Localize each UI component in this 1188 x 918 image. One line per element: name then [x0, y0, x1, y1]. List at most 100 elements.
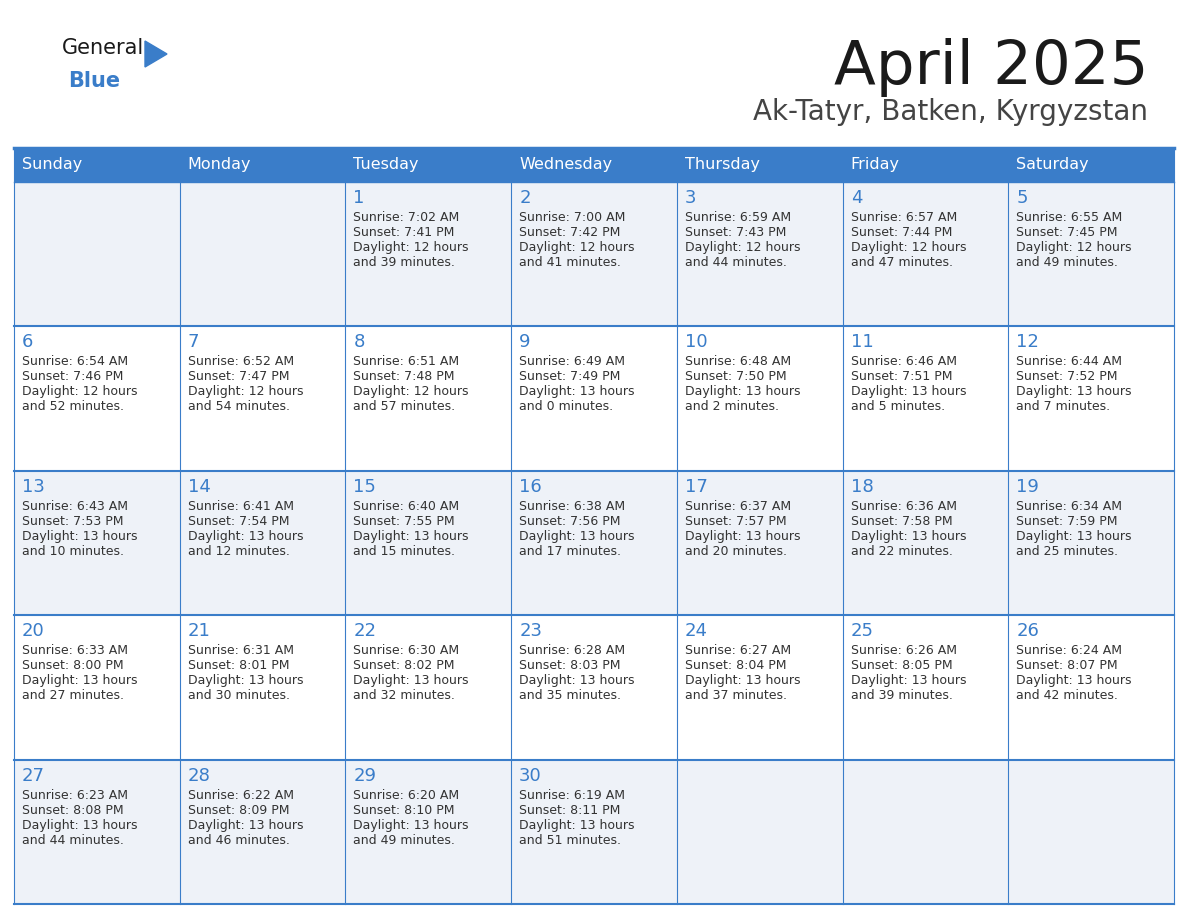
Text: and 44 minutes.: and 44 minutes.: [684, 256, 786, 269]
Text: Sunset: 7:49 PM: Sunset: 7:49 PM: [519, 370, 620, 384]
Text: 19: 19: [1016, 477, 1040, 496]
Bar: [14, 759, 1174, 904]
Text: 5: 5: [1016, 189, 1028, 207]
Text: Daylight: 13 hours: Daylight: 13 hours: [519, 386, 634, 398]
Text: Daylight: 12 hours: Daylight: 12 hours: [23, 386, 138, 398]
Bar: [14, 327, 1174, 471]
Text: Sunset: 7:44 PM: Sunset: 7:44 PM: [851, 226, 952, 239]
Text: Daylight: 13 hours: Daylight: 13 hours: [188, 819, 303, 832]
Text: and 54 minutes.: and 54 minutes.: [188, 400, 290, 413]
Text: Sunset: 8:00 PM: Sunset: 8:00 PM: [23, 659, 124, 672]
Text: and 32 minutes.: and 32 minutes.: [353, 689, 455, 702]
Text: Sunset: 8:03 PM: Sunset: 8:03 PM: [519, 659, 620, 672]
Text: 16: 16: [519, 477, 542, 496]
Text: Daylight: 12 hours: Daylight: 12 hours: [519, 241, 634, 254]
Text: and 5 minutes.: and 5 minutes.: [851, 400, 944, 413]
Text: Sunset: 7:57 PM: Sunset: 7:57 PM: [684, 515, 786, 528]
Text: and 2 minutes.: and 2 minutes.: [684, 400, 779, 413]
Text: Daylight: 12 hours: Daylight: 12 hours: [353, 241, 469, 254]
Text: and 25 minutes.: and 25 minutes.: [1016, 544, 1118, 558]
Text: and 42 minutes.: and 42 minutes.: [1016, 689, 1118, 702]
Text: Saturday: Saturday: [1016, 158, 1089, 173]
Text: Daylight: 13 hours: Daylight: 13 hours: [23, 819, 138, 832]
Text: and 35 minutes.: and 35 minutes.: [519, 689, 621, 702]
Text: 7: 7: [188, 333, 200, 352]
Text: and 12 minutes.: and 12 minutes.: [188, 544, 290, 558]
Text: Sunrise: 7:00 AM: Sunrise: 7:00 AM: [519, 211, 626, 224]
Text: and 49 minutes.: and 49 minutes.: [353, 834, 455, 846]
Text: Sunrise: 6:51 AM: Sunrise: 6:51 AM: [353, 355, 460, 368]
Text: Sunrise: 6:38 AM: Sunrise: 6:38 AM: [519, 499, 625, 513]
Text: Sunset: 7:45 PM: Sunset: 7:45 PM: [1016, 226, 1118, 239]
Text: Sunrise: 6:33 AM: Sunrise: 6:33 AM: [23, 644, 128, 657]
Text: Sunrise: 6:57 AM: Sunrise: 6:57 AM: [851, 211, 956, 224]
Text: Daylight: 13 hours: Daylight: 13 hours: [684, 674, 801, 688]
Text: Sunrise: 6:46 AM: Sunrise: 6:46 AM: [851, 355, 956, 368]
Text: Sunrise: 6:23 AM: Sunrise: 6:23 AM: [23, 789, 128, 801]
Text: 12: 12: [1016, 333, 1040, 352]
Text: and 49 minutes.: and 49 minutes.: [1016, 256, 1118, 269]
Text: and 22 minutes.: and 22 minutes.: [851, 544, 953, 558]
Text: Daylight: 13 hours: Daylight: 13 hours: [851, 674, 966, 688]
Text: Monday: Monday: [188, 158, 251, 173]
Bar: [14, 182, 1174, 327]
Text: Sunrise: 6:36 AM: Sunrise: 6:36 AM: [851, 499, 956, 513]
Text: Sunrise: 6:28 AM: Sunrise: 6:28 AM: [519, 644, 625, 657]
Text: 3: 3: [684, 189, 696, 207]
Text: 17: 17: [684, 477, 708, 496]
Text: Sunrise: 6:24 AM: Sunrise: 6:24 AM: [1016, 644, 1123, 657]
Text: Daylight: 13 hours: Daylight: 13 hours: [684, 386, 801, 398]
Text: Sunset: 7:56 PM: Sunset: 7:56 PM: [519, 515, 620, 528]
Text: 6: 6: [23, 333, 33, 352]
Text: 15: 15: [353, 477, 377, 496]
Text: 27: 27: [23, 767, 45, 785]
Text: 1: 1: [353, 189, 365, 207]
Bar: [14, 615, 1174, 759]
Text: Wednesday: Wednesday: [519, 158, 612, 173]
Text: 25: 25: [851, 622, 873, 640]
Text: and 44 minutes.: and 44 minutes.: [23, 834, 124, 846]
Text: Sunset: 8:04 PM: Sunset: 8:04 PM: [684, 659, 786, 672]
Text: Sunset: 7:53 PM: Sunset: 7:53 PM: [23, 515, 124, 528]
Text: Ak-Tatyr, Batken, Kyrgyzstan: Ak-Tatyr, Batken, Kyrgyzstan: [753, 98, 1148, 126]
Text: Sunset: 7:46 PM: Sunset: 7:46 PM: [23, 370, 124, 384]
Text: Daylight: 13 hours: Daylight: 13 hours: [188, 530, 303, 543]
Text: and 30 minutes.: and 30 minutes.: [188, 689, 290, 702]
Text: 23: 23: [519, 622, 542, 640]
Text: 9: 9: [519, 333, 531, 352]
Text: Sunrise: 6:34 AM: Sunrise: 6:34 AM: [1016, 499, 1123, 513]
Text: 30: 30: [519, 767, 542, 785]
Text: Sunrise: 6:19 AM: Sunrise: 6:19 AM: [519, 789, 625, 801]
Text: and 47 minutes.: and 47 minutes.: [851, 256, 953, 269]
Text: Daylight: 13 hours: Daylight: 13 hours: [188, 674, 303, 688]
Text: and 37 minutes.: and 37 minutes.: [684, 689, 786, 702]
Text: Sunset: 8:01 PM: Sunset: 8:01 PM: [188, 659, 289, 672]
Text: Sunset: 7:51 PM: Sunset: 7:51 PM: [851, 370, 952, 384]
Text: 11: 11: [851, 333, 873, 352]
Text: General: General: [62, 38, 144, 58]
Text: Daylight: 13 hours: Daylight: 13 hours: [851, 530, 966, 543]
Text: Daylight: 13 hours: Daylight: 13 hours: [851, 386, 966, 398]
Text: Daylight: 13 hours: Daylight: 13 hours: [1016, 530, 1132, 543]
Text: and 15 minutes.: and 15 minutes.: [353, 544, 455, 558]
Text: Sunset: 7:54 PM: Sunset: 7:54 PM: [188, 515, 289, 528]
Text: and 27 minutes.: and 27 minutes.: [23, 689, 124, 702]
Text: Daylight: 13 hours: Daylight: 13 hours: [1016, 674, 1132, 688]
Text: Sunset: 7:48 PM: Sunset: 7:48 PM: [353, 370, 455, 384]
Text: Daylight: 12 hours: Daylight: 12 hours: [1016, 241, 1132, 254]
Text: Sunset: 8:11 PM: Sunset: 8:11 PM: [519, 803, 620, 817]
Text: 20: 20: [23, 622, 45, 640]
Text: Sunset: 8:08 PM: Sunset: 8:08 PM: [23, 803, 124, 817]
Text: Sunrise: 6:43 AM: Sunrise: 6:43 AM: [23, 499, 128, 513]
Text: Sunset: 8:07 PM: Sunset: 8:07 PM: [1016, 659, 1118, 672]
Text: 28: 28: [188, 767, 210, 785]
Text: and 52 minutes.: and 52 minutes.: [23, 400, 124, 413]
Text: and 39 minutes.: and 39 minutes.: [851, 689, 953, 702]
Text: Sunset: 7:41 PM: Sunset: 7:41 PM: [353, 226, 455, 239]
Text: 21: 21: [188, 622, 210, 640]
Text: Daylight: 13 hours: Daylight: 13 hours: [1016, 386, 1132, 398]
Text: Daylight: 13 hours: Daylight: 13 hours: [519, 674, 634, 688]
Text: Sunrise: 6:44 AM: Sunrise: 6:44 AM: [1016, 355, 1123, 368]
Text: Sunrise: 6:40 AM: Sunrise: 6:40 AM: [353, 499, 460, 513]
Text: 8: 8: [353, 333, 365, 352]
